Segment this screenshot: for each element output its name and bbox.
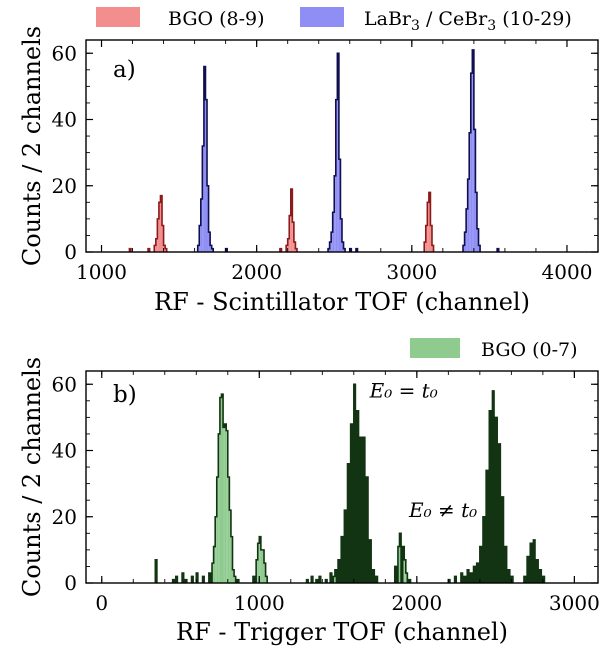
panel-b-xtick-label: 1000 bbox=[234, 591, 285, 615]
panel-a-bar bbox=[472, 49, 474, 252]
panel-b: 0 1000 2000 3000 0 20 40 60 b) RF - Trigger TOF… bbox=[18, 357, 600, 646]
panel-b-ylabel: Counts / 2 channels bbox=[18, 357, 46, 597]
panel-b-xtick-label: 3000 bbox=[549, 591, 600, 615]
annotation-e0-neq-t0: E₀ ≠ t₀ bbox=[408, 498, 477, 522]
panel-a-ytick-label: 60 bbox=[52, 41, 77, 65]
panel-a-ytick-label: 40 bbox=[52, 108, 77, 132]
legend-b: BGO (0-7) bbox=[410, 338, 578, 361]
panel-a-series-0-outline bbox=[128, 188, 435, 252]
panel-b-bar bbox=[219, 397, 222, 583]
annotation-e0-eq-t0: E₀ = t₀ bbox=[369, 379, 438, 403]
panel-b-series-0-outline bbox=[154, 383, 546, 583]
panel-a-frame bbox=[85, 39, 599, 253]
panel-b-bar bbox=[216, 477, 219, 583]
legend-a-swatch-0 bbox=[96, 7, 140, 27]
panel-b-xlabel: RF - Trigger TOF (channel) bbox=[176, 618, 508, 646]
panel-b-bar bbox=[227, 477, 230, 583]
panel-a-bar bbox=[203, 66, 206, 252]
panel-a-label: a) bbox=[113, 57, 136, 83]
panel-b-bar bbox=[213, 546, 216, 583]
panel-b-bar bbox=[226, 430, 228, 584]
panel-a-xtick-label: 1000 bbox=[76, 260, 127, 284]
panel-b-bar bbox=[218, 433, 220, 583]
panel-a-bar bbox=[334, 175, 336, 252]
panel-a-ytick-label: 20 bbox=[52, 174, 77, 198]
panel-a-bar bbox=[427, 202, 429, 252]
panel-a-bars bbox=[86, 49, 598, 253]
panel-a-xlabel: RF - Scintillator TOF (channel) bbox=[154, 288, 530, 316]
panel-a-ticks: 1000 2000 3000 4000 0 20 40 60 bbox=[52, 40, 599, 284]
panel-b-bar bbox=[259, 536, 261, 584]
panel-a-series-1-outline bbox=[196, 49, 500, 252]
panel-a-ylabel: Counts / 2 channels bbox=[18, 26, 46, 266]
panel-a-ytick-label: 0 bbox=[64, 240, 77, 264]
panel-a-bar bbox=[467, 179, 470, 253]
panel-a-bar bbox=[158, 202, 161, 252]
panel-b-ytick-label: 40 bbox=[52, 439, 77, 463]
panel-b-ytick-label: 60 bbox=[52, 372, 77, 396]
legend-a-swatch-1 bbox=[300, 7, 344, 27]
panel-b-bar bbox=[260, 549, 263, 584]
panel-b-bar bbox=[221, 394, 224, 583]
panel-a-xtick-label: 3000 bbox=[386, 260, 437, 284]
legend-b-label-0: BGO (0-7) bbox=[481, 339, 578, 361]
panel-b-bar bbox=[229, 510, 231, 584]
panel-b-bar bbox=[257, 543, 260, 583]
panel-b-bar bbox=[262, 549, 265, 584]
panel-b-label: b) bbox=[113, 382, 137, 408]
panel-a-bar bbox=[469, 132, 471, 252]
panel-b-bars bbox=[86, 383, 598, 584]
legend-a: BGO (8-9) LaBr3 / CeBr3 (10-29) bbox=[96, 7, 572, 34]
panel-a: 1000 2000 3000 4000 0 20 40 60 a) RF - Scintill… bbox=[18, 26, 599, 316]
panel-b-bar bbox=[224, 424, 227, 583]
panel-b-ytick-label: 20 bbox=[52, 505, 77, 529]
legend-b-swatch-0 bbox=[410, 338, 460, 358]
panel-a-bar bbox=[470, 73, 473, 253]
panel-b-frame bbox=[85, 370, 599, 584]
panel-b-ytick-label: 0 bbox=[64, 571, 77, 595]
panel-b-bar bbox=[223, 427, 225, 583]
panel-b-series-0 bbox=[86, 383, 598, 584]
legend-a-label-1: LaBr3 / CeBr3 (10-29) bbox=[364, 8, 572, 34]
panel-a-xtick-label: 4000 bbox=[542, 260, 593, 284]
panel-b-xtick-label: 2000 bbox=[391, 591, 442, 615]
panel-a-xtick-label: 2000 bbox=[231, 260, 282, 284]
panel-b-bar bbox=[215, 516, 217, 583]
legend-a-label-0: BGO (8-9) bbox=[168, 8, 265, 30]
panel-b-ticks: 0 1000 2000 3000 0 20 40 60 bbox=[52, 371, 600, 615]
panel-b-xtick-label: 0 bbox=[95, 591, 108, 615]
